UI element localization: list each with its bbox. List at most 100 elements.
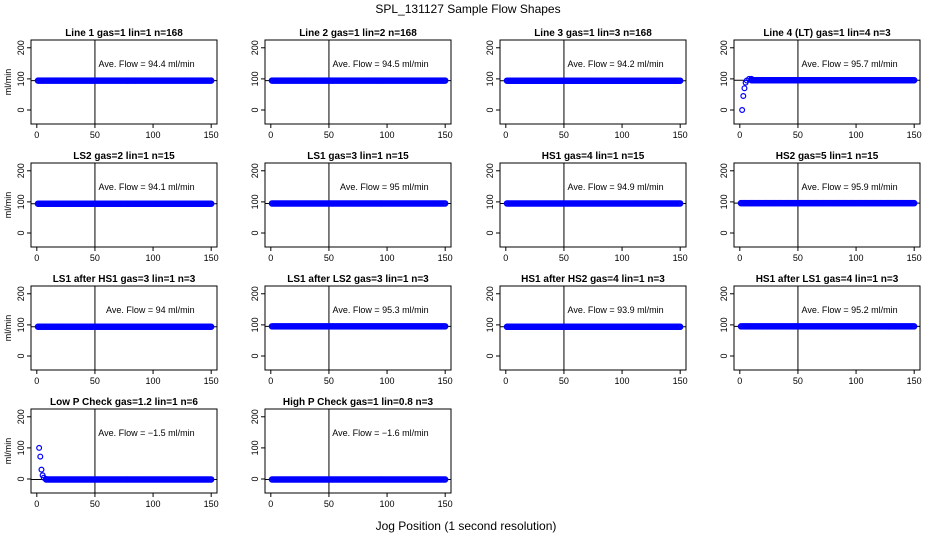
y-tick-label: 200: [485, 286, 495, 301]
x-tick-label: 50: [90, 253, 100, 263]
y-tick-label: 0: [719, 107, 729, 112]
x-tick-label: 150: [438, 376, 453, 386]
x-tick-label: 0: [503, 376, 508, 386]
x-tick-label: 100: [380, 130, 395, 140]
panel-7: HS1 gas=4 lin=1 n=15 0 50 100 150 0 100 200 Ave.…: [485, 151, 688, 263]
plot-frame: [30, 285, 218, 371]
y-tick-label: 100: [250, 71, 260, 86]
average-flow-annotation: Ave. Flow = 95.9 ml/min: [802, 182, 898, 192]
data-point: [207, 476, 215, 483]
panel-title: LS1 after HS1 gas=3 lin=1 n=3: [53, 274, 196, 285]
steady-points: [748, 76, 918, 84]
y-tick-label: 100: [16, 71, 26, 86]
x-tick-label: 150: [673, 376, 688, 386]
x-tick-label: 0: [34, 130, 39, 140]
average-flow-annotation: Ave. Flow = 94.1 ml/min: [99, 182, 195, 192]
panel-title: LS1 gas=3 lin=1 n=15: [307, 151, 409, 162]
steady-points: [737, 323, 918, 330]
panel-9: LS1 after HS1 gas=3 lin=1 n=3 0 50 100 150 0 1…: [3, 274, 219, 386]
plot-frame: [264, 39, 452, 125]
y-tick-label: 100: [16, 440, 26, 455]
data-point: [910, 323, 918, 330]
panel-4: Line 4 (LT) gas=1 lin=4 n=3 0 50 100 150 0 100…: [719, 28, 922, 140]
y-tick-label: 200: [16, 163, 26, 178]
data-point: [441, 200, 449, 207]
steady-points: [268, 77, 449, 84]
x-tick-label: 150: [907, 376, 922, 386]
average-flow-annotation: Ave. Flow = 94.4 ml/min: [99, 59, 195, 69]
plot-frame: [30, 39, 218, 125]
x-tick-label: 50: [90, 376, 100, 386]
y-tick-label: 200: [16, 409, 26, 424]
x-tick-label: 0: [34, 253, 39, 263]
average-flow-annotation: Ave. Flow = 95.7 ml/min: [802, 59, 898, 69]
x-tick-label: 100: [146, 499, 161, 509]
data-point: [441, 323, 449, 330]
x-tick-label: 0: [268, 253, 273, 263]
x-tick-label: 50: [324, 130, 334, 140]
data-point: [910, 76, 918, 84]
x-tick-label: 150: [673, 253, 688, 263]
plot-frame: [264, 162, 452, 248]
data-point: [207, 323, 215, 331]
x-tick-label: 0: [737, 376, 742, 386]
panel-title: HS2 gas=5 lin=1 n=15: [776, 151, 879, 162]
plot-frame: [733, 39, 921, 125]
y-tick-label: 100: [16, 317, 26, 332]
plot-frame: [499, 162, 687, 248]
steady-points: [268, 200, 449, 207]
y-tick-label: 0: [485, 230, 495, 235]
y-tick-label: 200: [250, 40, 260, 55]
y-tick-label: 0: [485, 353, 495, 358]
x-tick-label: 50: [559, 253, 569, 263]
steady-points: [737, 199, 918, 207]
x-tick-label: 0: [737, 130, 742, 140]
y-tick-label: 200: [719, 163, 729, 178]
y-tick-label: 200: [250, 409, 260, 424]
plot-frame: [733, 285, 921, 371]
data-point: [207, 77, 215, 84]
average-flow-annotation: Ave. Flow = −1.5 ml/min: [98, 428, 194, 438]
steady-points: [34, 77, 215, 84]
y-tick-label: 0: [16, 353, 26, 358]
x-tick-label: 150: [907, 130, 922, 140]
average-flow-annotation: Ave. Flow = 94 ml/min: [106, 305, 195, 315]
steady-points: [503, 77, 684, 84]
x-tick-label: 0: [503, 130, 508, 140]
x-tick-label: 100: [380, 253, 395, 263]
panel-13: Low P Check gas=1.2 lin=1 n=6 0 50 100 150 0 1…: [3, 397, 219, 509]
x-tick-label: 0: [268, 130, 273, 140]
y-tick-label: 0: [16, 476, 26, 481]
transient-point: [38, 466, 45, 473]
x-tick-label: 50: [793, 253, 803, 263]
panel-5: LS2 gas=2 lin=1 n=15 0 50 100 150 0 100 200 ml/m…: [3, 151, 219, 263]
x-tick-label: 50: [324, 376, 334, 386]
y-tick-label: 100: [719, 317, 729, 332]
panel-title: High P Check gas=1 lin=0.8 n=3: [283, 397, 434, 408]
y-tick-label: 0: [16, 230, 26, 235]
plot-frame: [499, 39, 687, 125]
average-flow-annotation: Ave. Flow = 93.9 ml/min: [568, 305, 664, 315]
x-tick-label: 150: [204, 499, 219, 509]
data-point: [207, 200, 215, 207]
y-tick-label: 0: [250, 230, 260, 235]
data-point: [676, 323, 684, 331]
y-tick-label: 0: [16, 107, 26, 112]
x-tick-label: 100: [146, 376, 161, 386]
average-flow-annotation: Ave. Flow = 94.2 ml/min: [568, 59, 664, 69]
y-tick-label: 100: [250, 194, 260, 209]
y-tick-label: 200: [485, 40, 495, 55]
x-tick-label: 50: [559, 130, 569, 140]
y-tick-label: 0: [719, 353, 729, 358]
x-tick-label: 150: [438, 499, 453, 509]
transient-point: [43, 476, 50, 483]
plot-frame: [264, 285, 452, 371]
average-flow-annotation: Ave. Flow = 94.5 ml/min: [333, 59, 429, 69]
y-tick-label: 100: [250, 440, 260, 455]
y-tick-label: 200: [485, 163, 495, 178]
x-tick-label: 150: [438, 130, 453, 140]
x-tick-label: 100: [849, 253, 864, 263]
panel-14: High P Check gas=1 lin=0.8 n=3 0 50 100 150 0…: [250, 397, 453, 509]
panels: Line 1 gas=1 lin=1 n=168 0 50 100 150 0 100 200…: [3, 28, 922, 509]
plot-frame: [499, 285, 687, 371]
